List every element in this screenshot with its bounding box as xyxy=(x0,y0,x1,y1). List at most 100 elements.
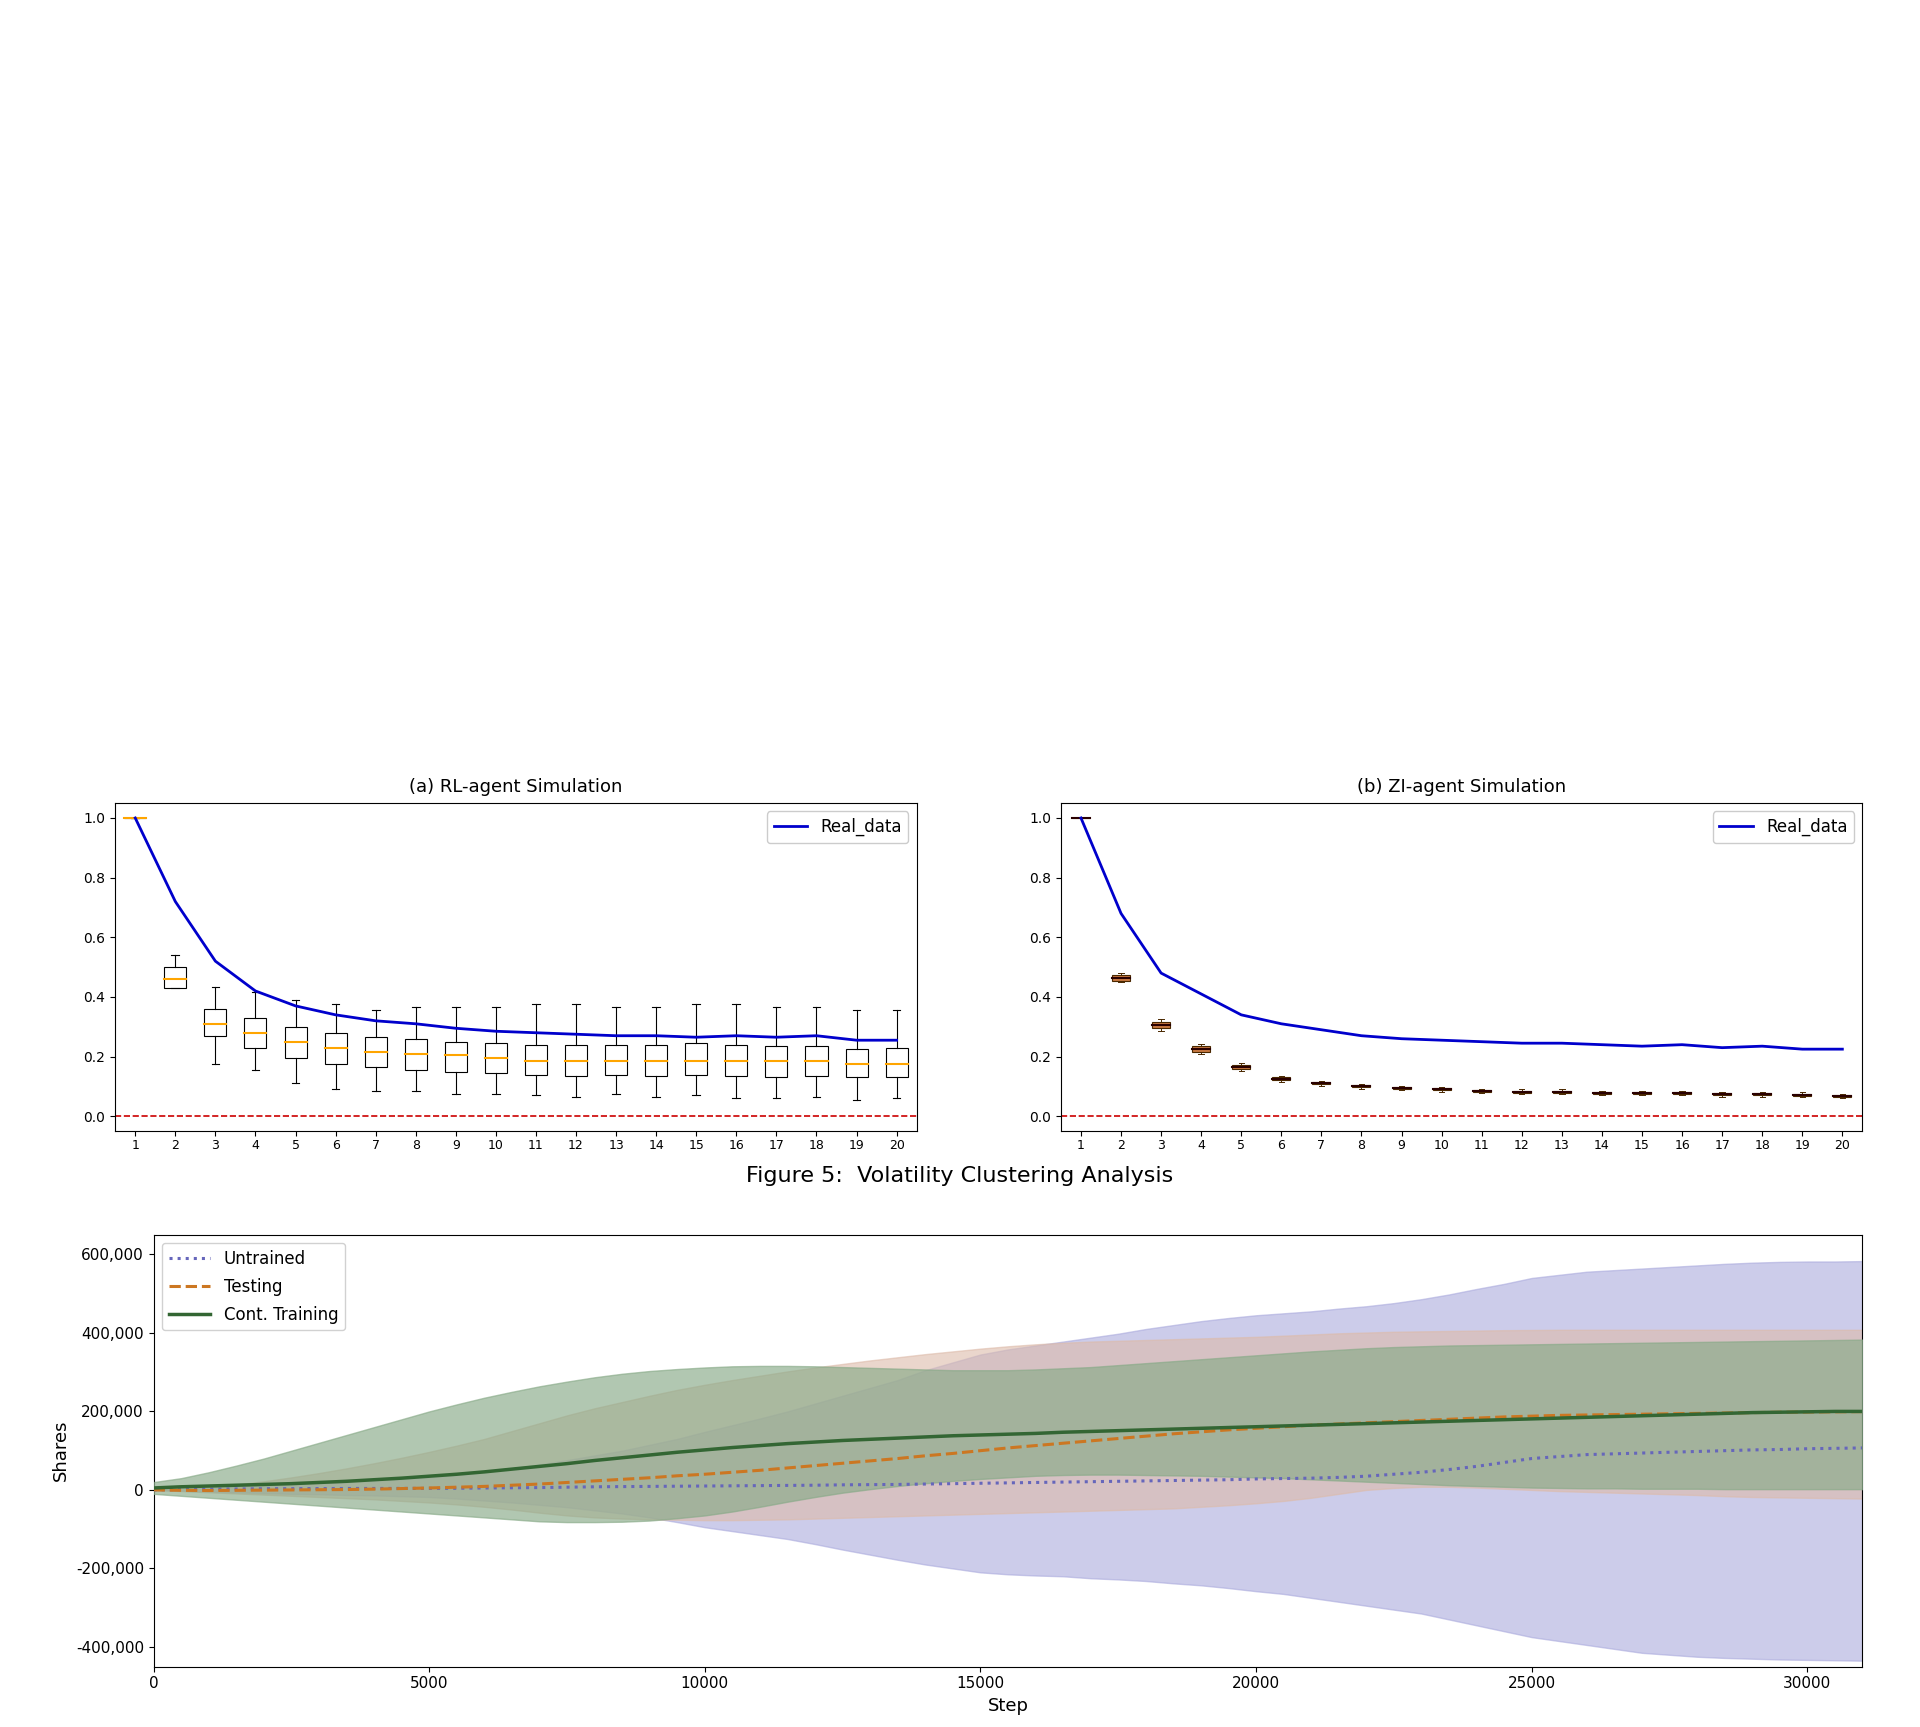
Real_data xyxy=(1549,1033,1572,1053)
Line: Testing: Testing xyxy=(154,1411,1862,1490)
Cont. Training xyxy=(1824,1401,1847,1421)
Real_data xyxy=(365,1010,388,1031)
Real_data xyxy=(1350,1026,1373,1047)
Real_data xyxy=(764,1028,787,1048)
Cont. Training xyxy=(996,1423,1020,1444)
Bar xyxy=(1233,1066,1250,1069)
Cont. Training xyxy=(666,1442,689,1463)
Real_data xyxy=(123,808,146,829)
Untrained xyxy=(666,1477,689,1497)
Bar xyxy=(1432,1088,1452,1090)
Real_data xyxy=(1390,1028,1413,1048)
Line: Untrained: Untrained xyxy=(154,1447,1862,1490)
Bar xyxy=(885,1048,908,1078)
Real_data xyxy=(1791,1040,1814,1060)
Real_data xyxy=(1190,984,1213,1005)
Real_data xyxy=(685,1028,708,1048)
Bar xyxy=(524,1045,547,1074)
Bar xyxy=(1473,1090,1490,1091)
Line: Cont. Training: Cont. Training xyxy=(154,1411,1862,1489)
Bar xyxy=(204,1009,227,1036)
Bar xyxy=(1634,1091,1651,1095)
Real_data xyxy=(1430,1029,1453,1050)
Testing xyxy=(1023,1435,1046,1456)
Real_data xyxy=(645,1026,668,1047)
Real_data xyxy=(1069,808,1092,829)
Real_data xyxy=(1110,903,1133,924)
Real_data xyxy=(804,1026,828,1047)
Real_data xyxy=(726,1026,749,1047)
Bar xyxy=(1672,1091,1692,1095)
Real_data xyxy=(1832,1040,1855,1060)
Bar xyxy=(1834,1095,1851,1097)
Real_data xyxy=(1150,962,1173,983)
Bar xyxy=(645,1045,668,1076)
Untrained xyxy=(1327,1466,1350,1487)
Bar xyxy=(766,1047,787,1078)
Line: Real_data: Real_data xyxy=(134,819,897,1040)
Bar xyxy=(726,1045,747,1076)
Bar xyxy=(1313,1083,1331,1085)
Bar xyxy=(244,1017,267,1048)
Testing xyxy=(1851,1401,1874,1421)
Testing xyxy=(637,1468,660,1489)
Real_data xyxy=(444,1017,467,1038)
Real_data xyxy=(885,1029,908,1050)
Real_data xyxy=(204,952,227,972)
Real_data xyxy=(605,1026,628,1047)
Real_data xyxy=(1590,1034,1613,1055)
Untrained xyxy=(1824,1439,1847,1459)
Untrained xyxy=(1851,1437,1874,1458)
Legend: Real_data: Real_data xyxy=(766,812,908,843)
Real_data xyxy=(1269,1014,1292,1034)
Bar xyxy=(405,1038,426,1071)
Real_data xyxy=(524,1022,547,1043)
Cont. Training xyxy=(1795,1402,1818,1423)
Cont. Training xyxy=(142,1478,165,1499)
Title: (a) RL-agent Simulation: (a) RL-agent Simulation xyxy=(409,777,622,796)
Bar xyxy=(445,1041,467,1071)
Real_data xyxy=(1751,1036,1774,1057)
Legend: Real_data: Real_data xyxy=(1713,812,1855,843)
Bar xyxy=(1594,1091,1611,1093)
Bar xyxy=(1352,1085,1371,1088)
Bar xyxy=(605,1045,628,1074)
Bar xyxy=(806,1047,828,1076)
Real_data xyxy=(564,1024,588,1045)
Bar xyxy=(284,1028,307,1059)
Cont. Training xyxy=(1327,1414,1350,1435)
Bar xyxy=(1513,1091,1530,1093)
Real_data xyxy=(1670,1034,1693,1055)
Real_data xyxy=(163,891,186,912)
Bar xyxy=(1192,1047,1210,1052)
Cont. Training xyxy=(611,1447,634,1468)
Testing xyxy=(970,1440,993,1461)
Bar xyxy=(1793,1093,1811,1095)
Real_data xyxy=(1309,1019,1332,1040)
Cont. Training xyxy=(941,1425,964,1445)
Y-axis label: Shares: Shares xyxy=(52,1420,71,1482)
Bar xyxy=(1112,974,1131,981)
Untrained xyxy=(996,1473,1020,1494)
Bar xyxy=(165,967,186,988)
Testing xyxy=(142,1480,165,1501)
Cont. Training xyxy=(1851,1401,1874,1421)
Bar xyxy=(486,1043,507,1072)
Bar xyxy=(1273,1078,1290,1081)
Bar xyxy=(324,1033,348,1064)
Bar xyxy=(1392,1086,1411,1088)
Testing xyxy=(1824,1402,1847,1423)
Line: Real_data: Real_data xyxy=(1081,819,1843,1050)
Bar xyxy=(1753,1093,1772,1095)
Testing xyxy=(1356,1413,1379,1433)
Real_data xyxy=(845,1029,868,1050)
Bar xyxy=(685,1043,707,1074)
Text: Figure 5:  Volatility Clustering Analysis: Figure 5: Volatility Clustering Analysis xyxy=(747,1166,1173,1186)
Testing xyxy=(198,1480,221,1501)
Untrained xyxy=(142,1480,165,1501)
Untrained xyxy=(611,1477,634,1497)
Bar xyxy=(1152,1022,1169,1028)
Real_data xyxy=(484,1021,507,1041)
Bar xyxy=(1553,1091,1571,1093)
Real_data xyxy=(1630,1036,1653,1057)
